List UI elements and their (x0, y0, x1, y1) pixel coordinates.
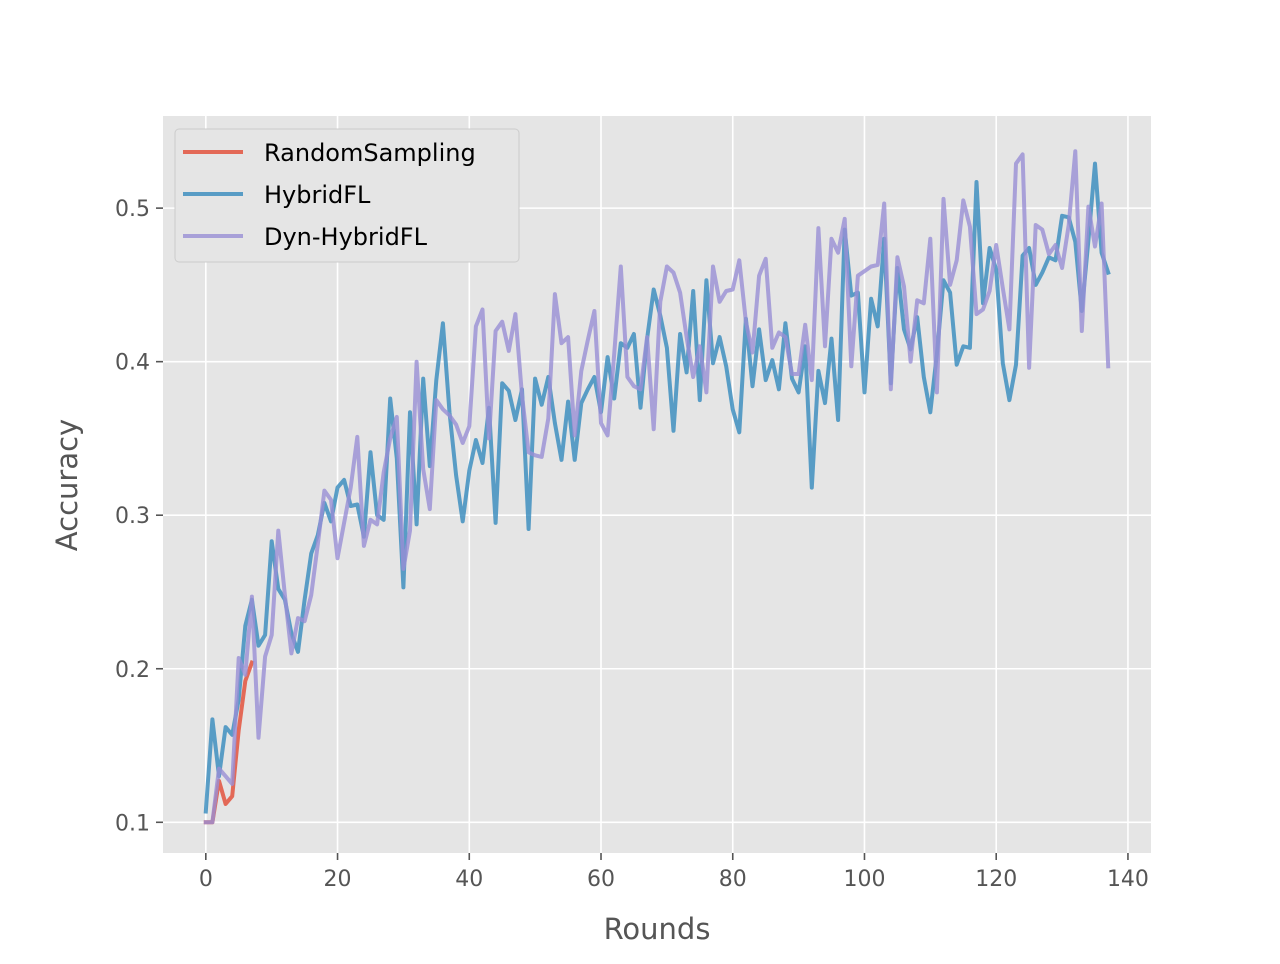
x-tick-label: 140 (1107, 867, 1149, 892)
x-axis-label: Rounds (604, 912, 711, 946)
x-tick-label: 40 (455, 867, 483, 892)
series-line-hybridfl (203, 161, 1111, 814)
x-tick-label: 20 (324, 867, 352, 892)
x-tick-label: 60 (587, 867, 615, 892)
y-axis-ticks: 0.1 0.2 0.3 0.4 0.5 (115, 197, 163, 836)
y-tick-label: 0.1 (115, 811, 150, 836)
x-tick-label: 100 (843, 867, 885, 892)
y-tick-label: 0.4 (115, 351, 150, 376)
legend-label-hybridfl: HybridFL (264, 181, 371, 209)
legend: RandomSampling HybridFL Dyn-HybridFL (174, 128, 520, 263)
y-tick-label: 0.2 (115, 658, 150, 683)
y-tick-label: 0.3 (115, 504, 150, 529)
x-tick-label: 120 (975, 867, 1017, 892)
series-lines (203, 149, 1111, 825)
x-tick-label: 0 (199, 867, 213, 892)
x-tick-label: 80 (719, 867, 747, 892)
x-axis-ticks: 0 20 40 60 80 100 120 140 (199, 853, 1149, 892)
y-tick-label: 0.5 (115, 197, 150, 222)
series-line-dyn-hybridfl (203, 149, 1111, 825)
y-axis-label: Accuracy (50, 419, 84, 551)
legend-box (174, 128, 520, 263)
legend-label-randomsampling: RandomSampling (264, 139, 476, 167)
legend-label-dyn-hybridfl: Dyn-HybridFL (264, 223, 428, 251)
